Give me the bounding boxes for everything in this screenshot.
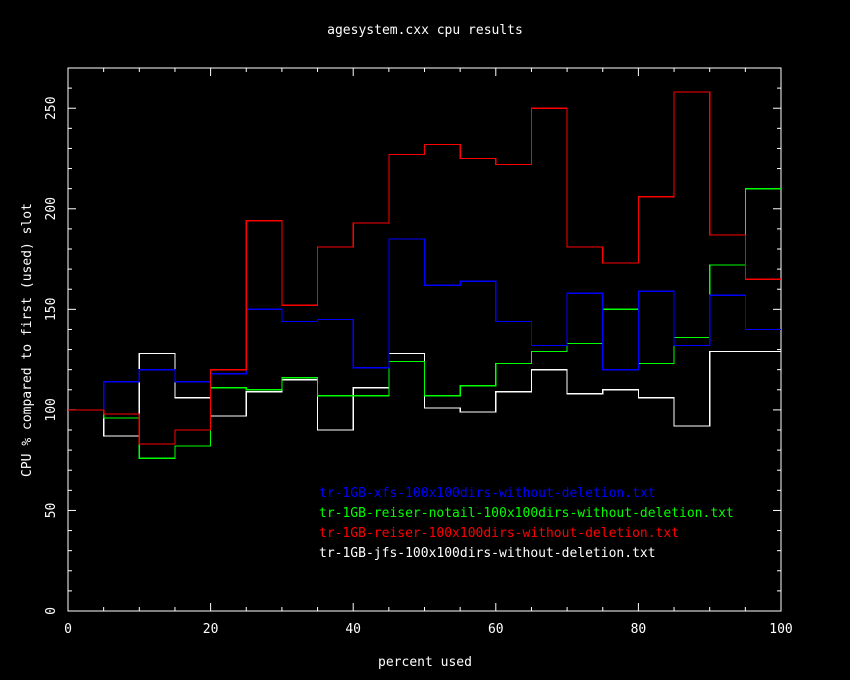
y-tick-label: 0 xyxy=(44,607,59,615)
legend-entry-2: tr-1GB-reiser-100x100dirs-without-deleti… xyxy=(319,526,679,541)
chart-title: agesystem.cxx cpu results xyxy=(327,23,523,38)
x-tick-label: 40 xyxy=(345,622,361,637)
axis-ticks xyxy=(67,68,782,612)
x-tick-label: 80 xyxy=(631,622,647,637)
legend: tr-1GB-xfs-100x100dirs-without-deletion.… xyxy=(319,486,734,561)
y-tick-label: 200 xyxy=(44,197,59,220)
x-axis-label: percent used xyxy=(378,655,472,670)
y-tick-label: 250 xyxy=(44,96,59,119)
tick-labels: 0 20 40 60 80 100 0 50 100 150 200 250 xyxy=(44,96,793,637)
series-group xyxy=(68,91,781,459)
legend-entry-0: tr-1GB-xfs-100x100dirs-without-deletion.… xyxy=(319,486,656,501)
series-line-1 xyxy=(68,188,781,459)
series-line-3 xyxy=(68,350,781,437)
legend-entry-1: tr-1GB-reiser-notail-100x100dirs-without… xyxy=(319,506,734,521)
y-axis-label: CPU % compared to first (used) slot xyxy=(20,203,35,477)
y-tick-label: 50 xyxy=(44,503,59,519)
y-tick-label: 150 xyxy=(44,298,59,321)
x-tick-label: 60 xyxy=(488,622,504,637)
x-tick-label: 0 xyxy=(64,622,72,637)
x-tick-label: 100 xyxy=(769,622,792,637)
legend-entry-3: tr-1GB-jfs-100x100dirs-without-deletion.… xyxy=(319,546,656,561)
series-line-2 xyxy=(68,91,781,445)
x-tick-label: 20 xyxy=(203,622,219,637)
series-line-0 xyxy=(68,238,781,411)
y-tick-label: 100 xyxy=(44,398,59,421)
